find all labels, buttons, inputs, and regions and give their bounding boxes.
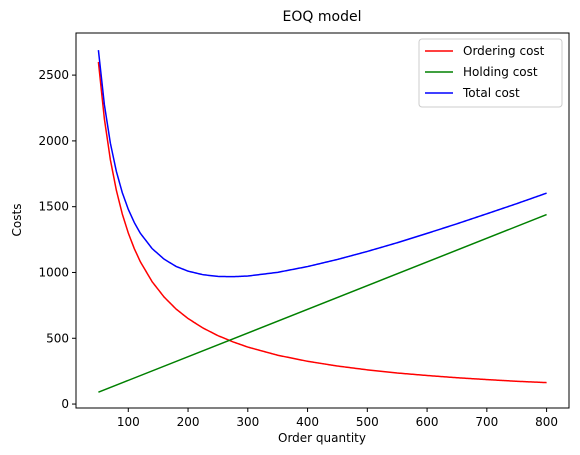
legend-box bbox=[418, 38, 563, 108]
x-tick-label: 200 bbox=[177, 415, 200, 429]
y-tick-label: 1000 bbox=[38, 265, 69, 279]
legend-label: Holding cost bbox=[463, 65, 538, 79]
x-tick-label: 300 bbox=[236, 415, 259, 429]
chart-title: EOQ model bbox=[283, 9, 362, 25]
y-tick-label: 500 bbox=[46, 331, 69, 345]
series-line-ordering-cost bbox=[97, 61, 547, 384]
x-tick-label: 500 bbox=[356, 415, 379, 429]
y-axis: 0 500 1000 1500 2000 2500 bbox=[38, 68, 76, 411]
series-line-total-cost bbox=[97, 50, 547, 278]
x-axis: 100 200 300 400 500 600 700 800 bbox=[117, 408, 558, 429]
x-axis-label: Order quantity bbox=[278, 431, 366, 445]
x-tick-label: 800 bbox=[535, 415, 558, 429]
legend-label: Total cost bbox=[462, 86, 520, 100]
y-tick-label: 0 bbox=[61, 397, 69, 411]
y-tick-label: 2000 bbox=[38, 134, 69, 148]
x-tick-label: 600 bbox=[416, 415, 439, 429]
y-tick-label: 1500 bbox=[38, 200, 69, 214]
y-axis-label: Costs bbox=[10, 204, 24, 237]
series-lines bbox=[97, 50, 547, 393]
legend-label: Ordering cost bbox=[463, 44, 545, 58]
y-tick-label: 2500 bbox=[38, 68, 69, 82]
x-tick-label: 400 bbox=[296, 415, 319, 429]
legend: Ordering cost Holding cost Total cost bbox=[418, 38, 563, 108]
series-line-holding-cost bbox=[98, 213, 547, 393]
x-tick-label: 100 bbox=[117, 415, 140, 429]
x-tick-label: 700 bbox=[475, 415, 498, 429]
